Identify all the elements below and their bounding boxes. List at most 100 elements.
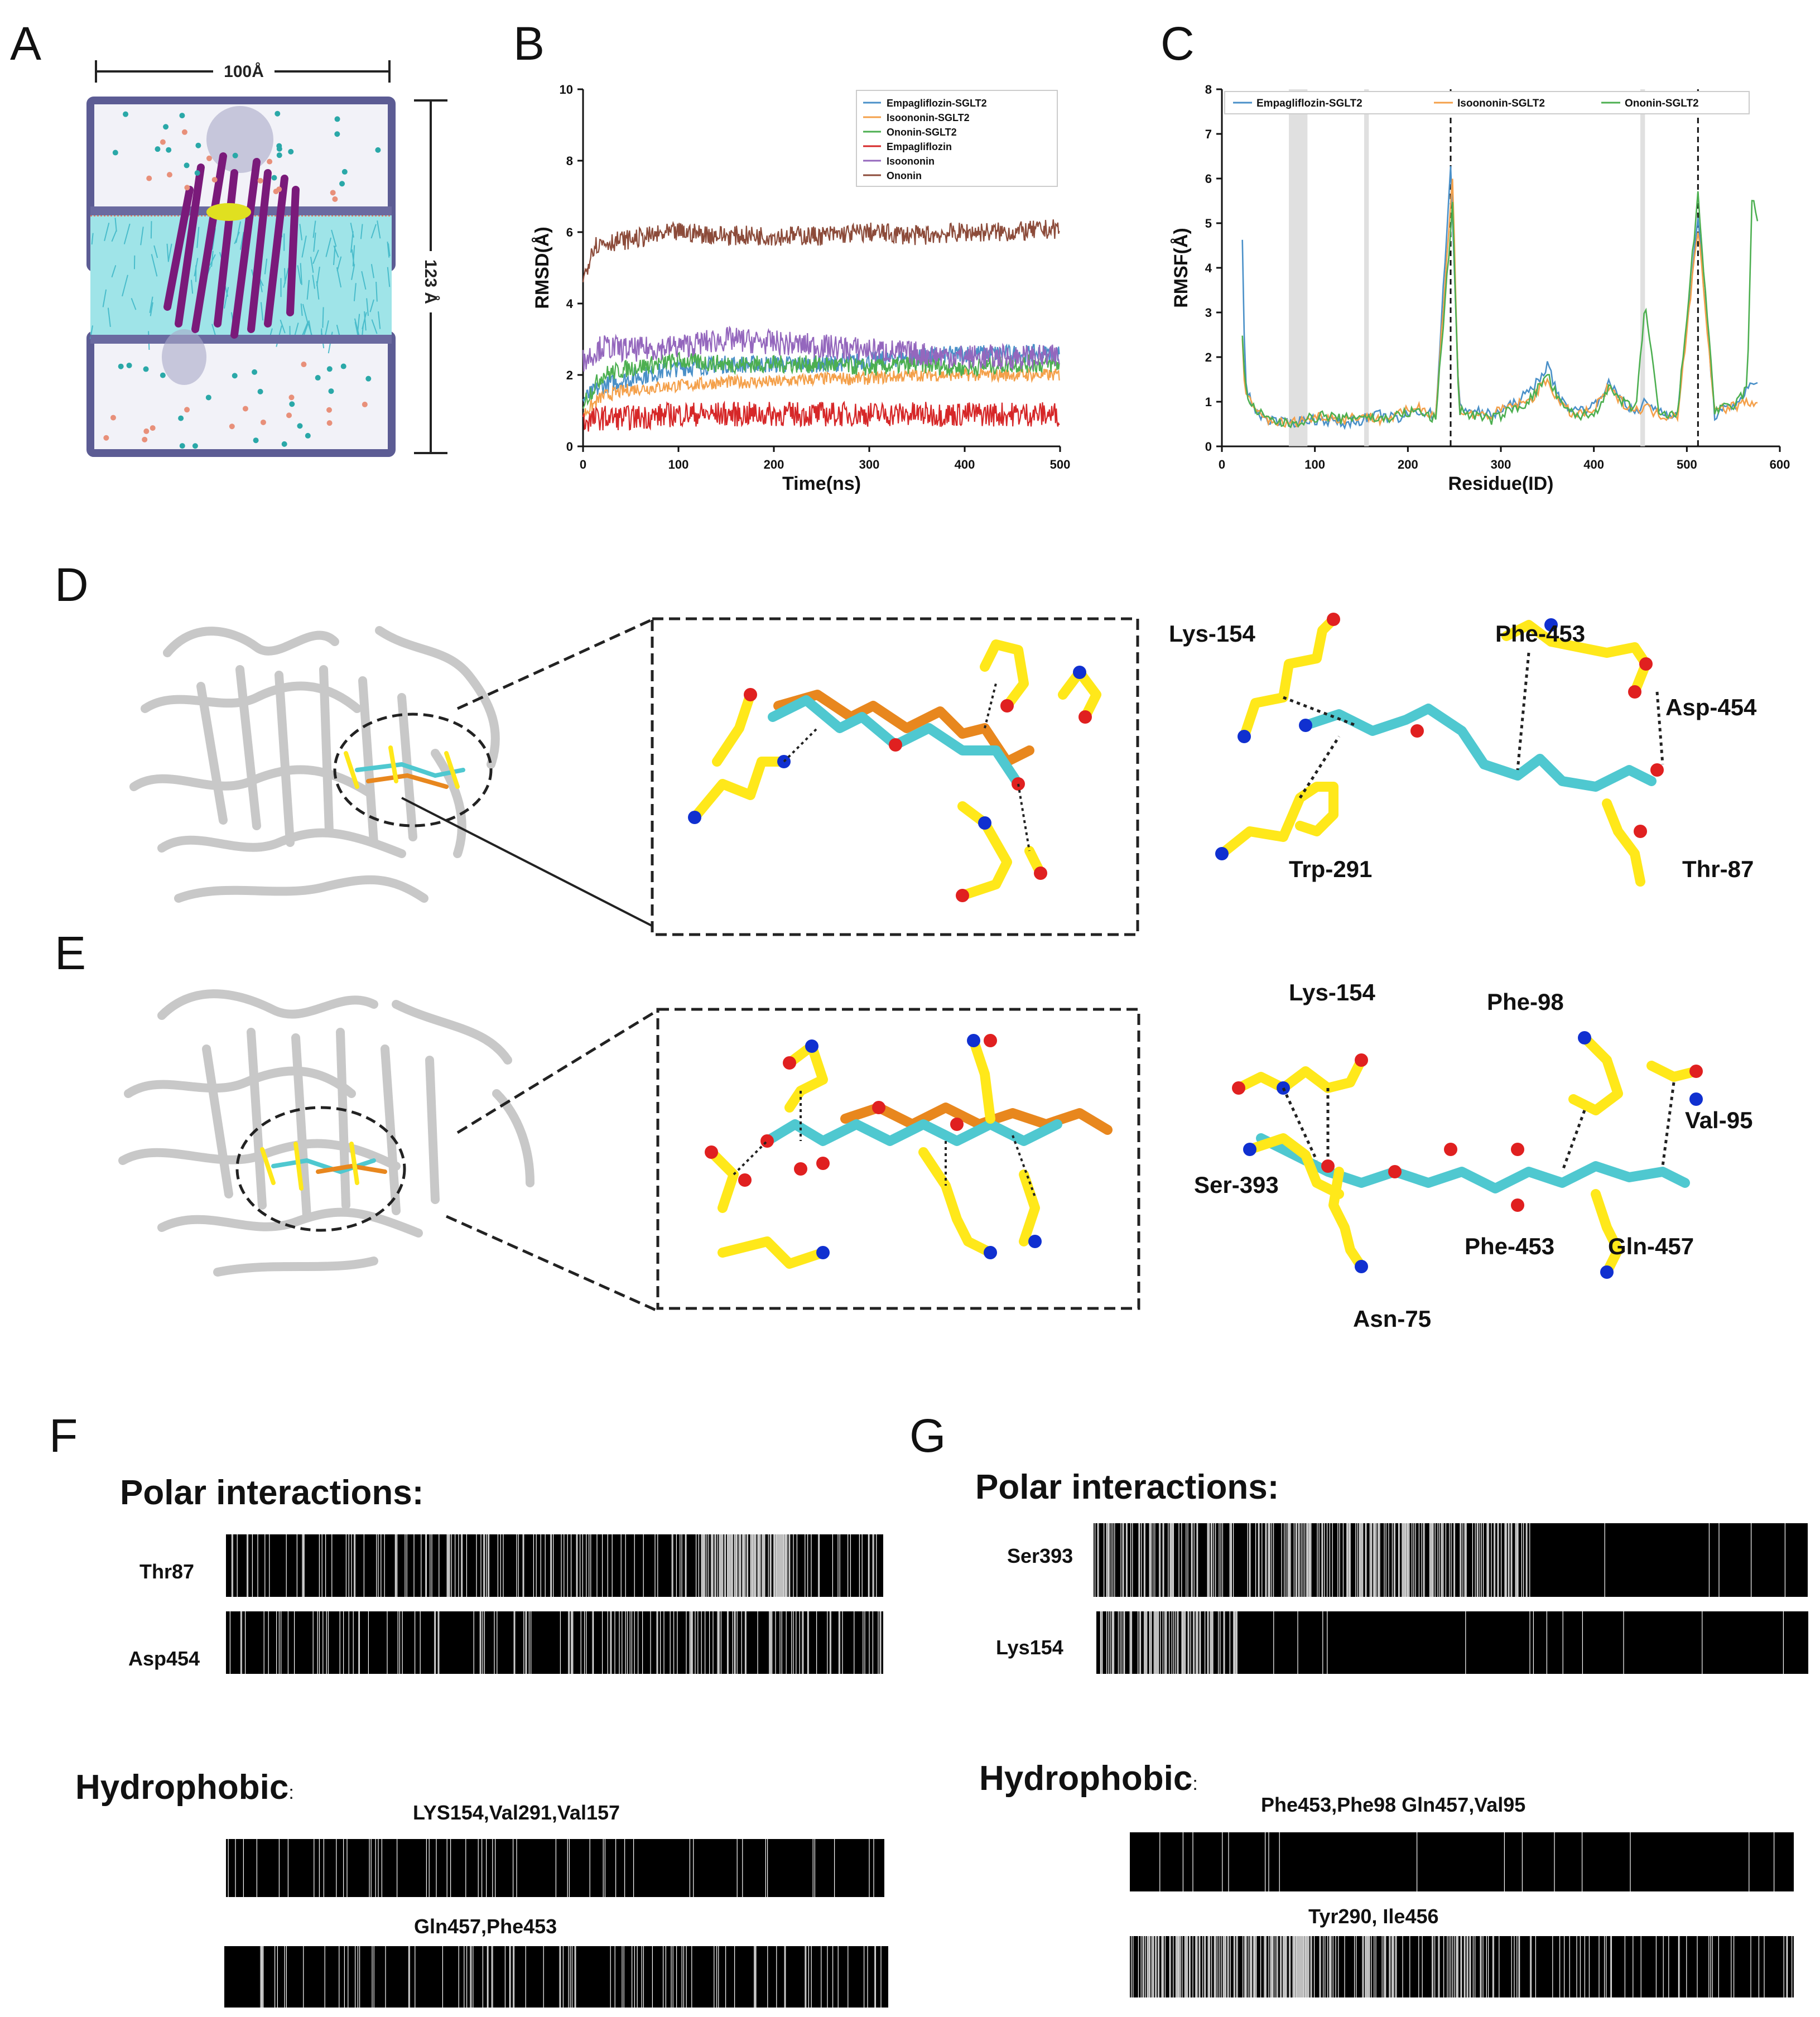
ion <box>166 172 172 178</box>
barcode-gap <box>408 1946 410 2008</box>
barcode-gap <box>1215 1523 1216 1597</box>
lipid-tail <box>194 258 199 277</box>
barcode-gap <box>602 1611 603 1674</box>
legend-label: Empagliflozin-SGLT2 <box>887 98 987 109</box>
barcode-gap <box>1280 1936 1282 1997</box>
barcode-gap <box>750 1534 751 1597</box>
barcode-gap <box>449 1534 450 1597</box>
barcode-gap <box>319 1534 320 1597</box>
barcode-gap <box>1196 1523 1197 1597</box>
rmsf-series-line <box>1241 191 1759 429</box>
panel-f-hydrophobic-barcode-1 <box>226 1839 884 1897</box>
barcode-gap <box>1224 1611 1225 1674</box>
ion <box>326 366 333 372</box>
barcode-gap <box>568 1611 569 1674</box>
barcode-gap <box>1475 1523 1476 1597</box>
lipid-tail <box>234 232 240 244</box>
barcode-gap <box>1296 1936 1297 1997</box>
barcode-gap <box>634 1534 635 1597</box>
barcode-gap <box>484 1611 485 1674</box>
barcode-gap <box>880 1946 882 2008</box>
ion <box>123 111 129 117</box>
barcode-gap <box>1169 1523 1171 1597</box>
legend-label: Ononin-SGLT2 <box>1625 98 1699 109</box>
barcode-gap <box>1423 1523 1424 1597</box>
y-tick-label: 2 <box>566 368 573 382</box>
lipid-tail <box>331 229 337 247</box>
barcode-gap <box>385 1946 386 2008</box>
barcode-gap <box>1398 1523 1399 1597</box>
barcode-gap <box>1141 1523 1142 1597</box>
barcode-gap <box>728 1534 729 1597</box>
legend-label: Empagliflozin <box>887 141 952 152</box>
lipid-tail <box>387 243 391 257</box>
lipid-tail <box>150 221 152 239</box>
panel-e-residue-label: Asn-75 <box>1353 1306 1432 1332</box>
barcode-gap <box>1385 1936 1386 1997</box>
barcode-gap <box>442 1946 443 2008</box>
lipid-tail <box>239 232 244 250</box>
barcode-gap <box>625 1611 626 1674</box>
barcode-gap <box>681 1534 682 1597</box>
barcode-gap <box>627 1611 628 1674</box>
y-tick-label: 2 <box>1205 350 1212 364</box>
barcode-gap <box>1295 1936 1296 1997</box>
barcode-gap <box>1441 1523 1442 1597</box>
barcode-gap <box>1199 1611 1200 1674</box>
barcode-gap <box>880 1611 882 1674</box>
lipid-tail <box>322 307 324 328</box>
barcode-gap <box>451 1534 452 1597</box>
panel-f-hydrophobic-caption: LYS154,Val291,Val157 <box>413 1801 620 1824</box>
ion <box>288 148 294 155</box>
barcode-gap <box>642 1611 643 1674</box>
barcode-gap <box>1519 1936 1520 1997</box>
lipid-tail <box>366 298 369 316</box>
barcode-gap <box>782 1534 783 1597</box>
barcode-gap <box>697 1611 699 1674</box>
ion <box>103 435 109 441</box>
barcode-gap <box>861 1534 863 1597</box>
barcode-gap <box>1114 1523 1115 1597</box>
panel-letter-f: F <box>49 1409 78 1462</box>
barcode-gap <box>569 1611 570 1674</box>
barcode-gap <box>702 1534 704 1597</box>
barcode-gap <box>1320 1936 1321 1997</box>
barcode-gap <box>1582 1611 1583 1674</box>
barcode-gap <box>775 1534 776 1597</box>
barcode-gap <box>1255 1523 1256 1597</box>
lipid-tail <box>283 267 289 288</box>
barcode-gap <box>873 1534 874 1597</box>
barcode-gap <box>740 1534 742 1597</box>
ion <box>143 428 150 434</box>
barcode-gap <box>1230 1523 1231 1597</box>
barcode-gap <box>1335 1936 1336 1997</box>
barcode-gap <box>1249 1523 1250 1597</box>
barcode-gap <box>759 1534 760 1597</box>
barcode-gap <box>268 1611 269 1674</box>
barcode-gap <box>294 1611 295 1674</box>
barcode-gap <box>480 1611 482 1674</box>
barcode-gap <box>727 1611 728 1674</box>
barcode-gap <box>1271 1936 1272 1997</box>
barcode-gap <box>1149 1523 1150 1597</box>
lipid-tail <box>304 320 310 335</box>
barcode-gap <box>1712 1936 1713 1997</box>
barcode-gap <box>832 1534 833 1597</box>
barcode-gap <box>1208 1523 1210 1597</box>
barcode-gap <box>1464 1523 1465 1597</box>
ion <box>163 124 169 130</box>
barcode-gap <box>1604 1936 1605 1997</box>
barcode-gap <box>776 1534 777 1597</box>
barcode-gap <box>1170 1936 1171 1997</box>
barcode-gap <box>278 1611 280 1674</box>
barcode-gap <box>1182 1611 1183 1674</box>
barcode-gap <box>237 1534 238 1597</box>
barcode-gap <box>1140 1936 1142 1997</box>
barcode-gap <box>1231 1523 1232 1597</box>
barcode-fill <box>1094 1523 1808 1597</box>
barcode-gap <box>1154 1523 1155 1597</box>
barcode-gap <box>1184 1611 1185 1674</box>
lipid-tail <box>150 302 153 316</box>
barcode-gap <box>1151 1611 1152 1674</box>
ion <box>365 376 372 382</box>
